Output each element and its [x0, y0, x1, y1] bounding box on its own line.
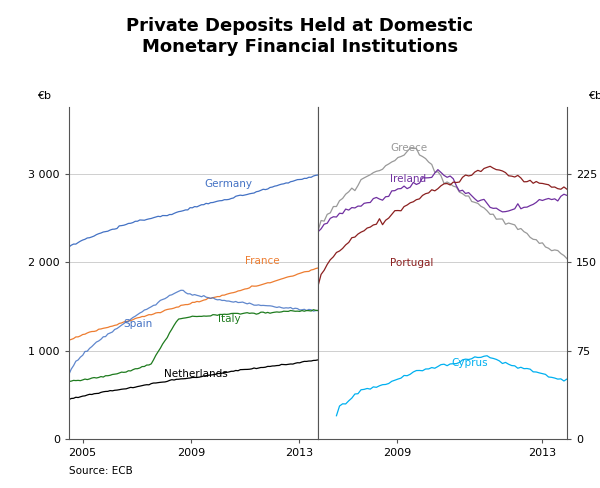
Text: Germany: Germany	[205, 179, 253, 189]
Text: Spain: Spain	[123, 319, 152, 329]
Text: Netherlands: Netherlands	[164, 369, 227, 379]
Text: Ireland: Ireland	[390, 174, 426, 184]
Text: Portugal: Portugal	[390, 258, 434, 268]
Text: Cyprus: Cyprus	[452, 358, 488, 368]
Text: Italy: Italy	[218, 314, 241, 325]
Text: €b: €b	[588, 91, 600, 101]
Text: Private Deposits Held at Domestic
Monetary Financial Institutions: Private Deposits Held at Domestic Moneta…	[127, 17, 473, 56]
Text: France: France	[245, 256, 280, 266]
Text: Source: ECB: Source: ECB	[69, 466, 133, 476]
Text: Greece: Greece	[390, 143, 427, 153]
Text: €b: €b	[37, 91, 50, 101]
